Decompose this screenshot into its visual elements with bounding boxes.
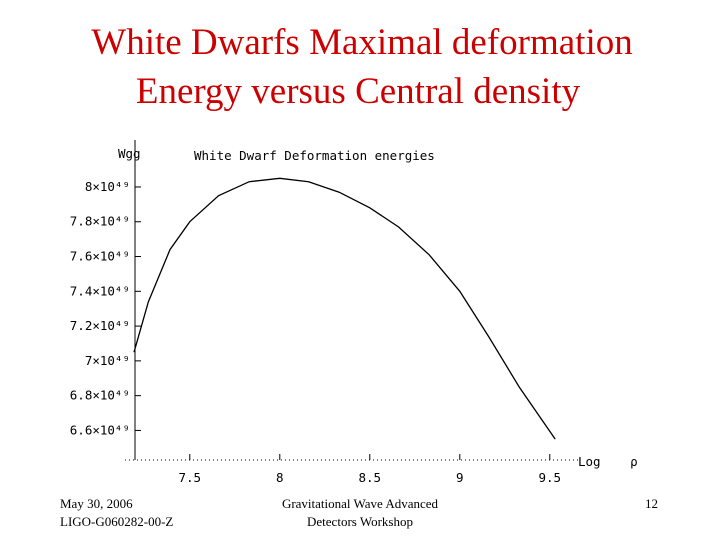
- footer-event: Detectors Workshop: [307, 514, 413, 529]
- footer-date: May 30, 2006: [60, 496, 133, 511]
- x-tick-label: 9: [456, 470, 464, 485]
- x-tick-label: 8: [276, 470, 284, 485]
- y-tick-label: 8×10⁴⁹: [85, 179, 130, 194]
- chart-title: White Dwarf Deformation energies: [194, 148, 435, 163]
- y-tick-label: 6.8×10⁴⁹: [70, 388, 130, 403]
- y-tick-label: 7.4×10⁴⁹: [70, 283, 130, 298]
- y-tick-label: 7.2×10⁴⁹: [70, 318, 130, 333]
- page-number: 12: [645, 496, 658, 511]
- slide-title: White Dwarfs Maximal deformation: [91, 22, 632, 63]
- x-axis-label: Log ρ: [578, 454, 638, 469]
- y-tick-label: 6.6×10⁴⁹: [70, 422, 130, 437]
- x-tick-label: 7.5: [179, 470, 202, 485]
- slide-title: Energy versus Central density: [136, 71, 581, 112]
- footer-event: Gravitational Wave Advanced: [282, 496, 439, 511]
- x-tick-label: 9.5: [539, 470, 562, 485]
- footer-id: LIGO-G060282-00-Z: [60, 514, 173, 529]
- y-axis-label: Wgg: [118, 146, 141, 161]
- y-tick-label: 7.6×10⁴⁹: [70, 249, 130, 264]
- x-tick-label: 8.5: [359, 470, 382, 485]
- y-tick-label: 7.8×10⁴⁹: [70, 214, 130, 229]
- y-tick-label: 7×10⁴⁹: [85, 353, 130, 368]
- data-line: [133, 177, 556, 440]
